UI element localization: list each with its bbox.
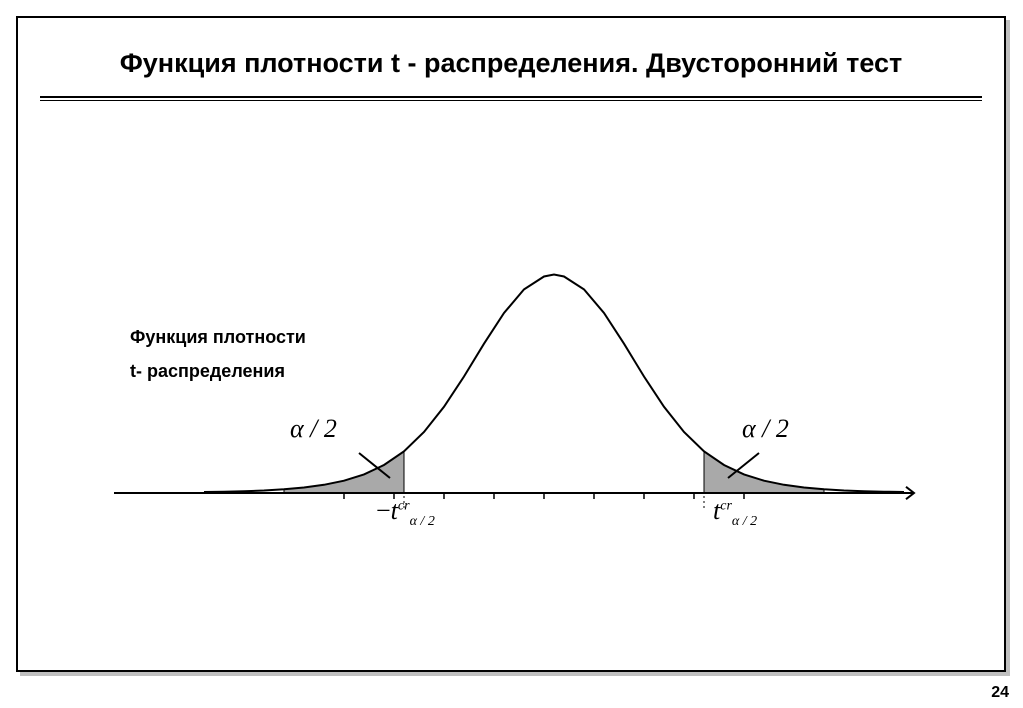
alpha-over-two-left: α / 2 (290, 414, 337, 444)
title-rule-bottom (40, 100, 982, 101)
chart-container (104, 243, 924, 543)
tdist-chart (104, 243, 924, 543)
alpha-over-two-right: α / 2 (742, 414, 789, 444)
density-curve (204, 275, 904, 493)
slide-frame: Функция плотности t - распределения. Дву… (16, 16, 1006, 672)
pos-t-critical: tcrα / 2 (713, 496, 757, 530)
title-rule-top (40, 96, 982, 98)
page: Функция плотности t - распределения. Дву… (0, 0, 1023, 708)
page-number: 24 (991, 684, 1009, 702)
slide-title: Функция плотности t - распределения. Дву… (18, 48, 1004, 79)
neg-t-critical: −tcrα / 2 (376, 496, 435, 530)
